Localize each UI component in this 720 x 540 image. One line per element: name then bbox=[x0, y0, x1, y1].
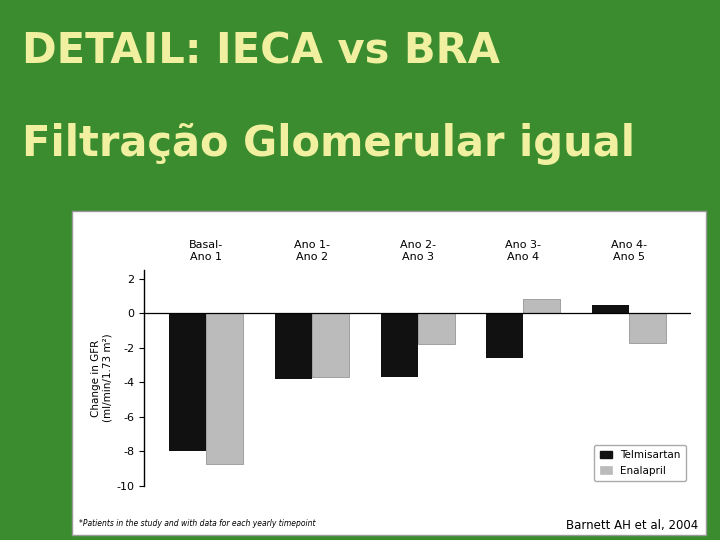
Text: Ano 1-
Ano 2: Ano 1- Ano 2 bbox=[294, 240, 330, 262]
Text: Ano 4-
Ano 5: Ano 4- Ano 5 bbox=[611, 240, 647, 262]
Bar bbox=[275, 313, 312, 379]
Text: Ano 3-
Ano 4: Ano 3- Ano 4 bbox=[505, 240, 541, 262]
Bar bbox=[523, 299, 560, 313]
Text: DETAIL: IECA vs BRA: DETAIL: IECA vs BRA bbox=[22, 31, 500, 73]
Legend: Telmisartan, Enalapril: Telmisartan, Enalapril bbox=[595, 445, 686, 481]
Text: *Patients in the study and with data for each yearly timepoint: *Patients in the study and with data for… bbox=[79, 519, 315, 528]
Bar bbox=[169, 313, 206, 451]
Y-axis label: Change in GFR
(ml/min/1.73 m²): Change in GFR (ml/min/1.73 m²) bbox=[91, 334, 112, 422]
Bar bbox=[487, 313, 523, 358]
Text: Basal-
Ano 1: Basal- Ano 1 bbox=[189, 240, 223, 262]
Bar bbox=[206, 313, 243, 463]
Bar bbox=[312, 313, 348, 377]
Bar bbox=[381, 313, 418, 377]
Bar bbox=[418, 313, 454, 345]
Bar bbox=[629, 313, 666, 342]
Text: Filtração Glomerular igual: Filtração Glomerular igual bbox=[22, 123, 634, 165]
Text: Barnett AH et al, 2004: Barnett AH et al, 2004 bbox=[566, 519, 698, 532]
Text: Ano 2-
Ano 3: Ano 2- Ano 3 bbox=[400, 240, 436, 262]
Bar bbox=[593, 305, 629, 313]
